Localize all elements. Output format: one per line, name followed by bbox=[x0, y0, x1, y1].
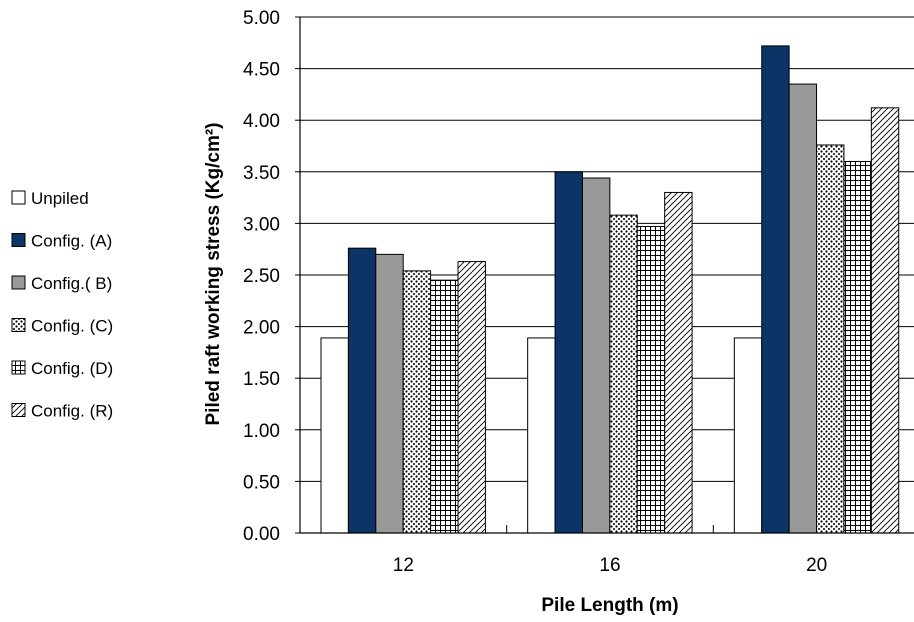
bar-config-d-16 bbox=[636, 225, 666, 534]
y-tick-label: 2.50 bbox=[243, 266, 280, 287]
y-tick-label: 3.50 bbox=[243, 163, 280, 184]
legend-swatch-config-a bbox=[11, 233, 26, 247]
legend-swatch-config-r bbox=[11, 403, 26, 417]
legend-swatch-config-d bbox=[11, 360, 26, 375]
y-tick-label: 0.00 bbox=[243, 524, 280, 545]
legend-label-unpiled: Unpiled bbox=[31, 189, 89, 208]
bar-config-r-12 bbox=[457, 261, 486, 534]
legend-label-config-d: Config. (D) bbox=[31, 359, 113, 378]
bar-unpiled-16 bbox=[527, 337, 556, 534]
bar-config-a-12 bbox=[347, 247, 377, 534]
y-tick-label: 5.00 bbox=[243, 8, 280, 29]
legend-label-config-b: Config.( B) bbox=[31, 274, 112, 293]
x-axis-title: Pile Length (m) bbox=[541, 595, 678, 616]
x-tick-label: 12 bbox=[393, 555, 414, 576]
bar-config-a-16 bbox=[554, 171, 583, 534]
x-tick-label: 16 bbox=[599, 555, 620, 576]
bar-config-a-20 bbox=[761, 45, 790, 534]
bars bbox=[320, 45, 900, 534]
y-tick-label: 2.00 bbox=[243, 318, 280, 339]
legend-swatch-config-b bbox=[11, 275, 26, 290]
bar-config-b-16 bbox=[581, 177, 611, 534]
legend-label-config-a: Config. (A) bbox=[31, 232, 112, 251]
y-tick-label: 1.50 bbox=[243, 369, 280, 390]
legend: Unpiled Config. (A) Config.( B) Config. (C)… bbox=[11, 189, 113, 421]
bar-config-d-20 bbox=[843, 160, 872, 534]
bar-unpiled-12 bbox=[320, 337, 349, 534]
y-axis-title: Piled raft working stress (Kg/cm²) bbox=[203, 122, 224, 425]
bar-config-c-20 bbox=[816, 144, 845, 534]
y-tick-label: 3.00 bbox=[243, 214, 280, 235]
bar-config-r-16 bbox=[664, 191, 693, 534]
y-tick-label: 1.00 bbox=[243, 421, 280, 442]
axes bbox=[299, 17, 914, 534]
legend-swatch-unpiled bbox=[11, 190, 26, 205]
y-tick-label: 4.50 bbox=[243, 60, 280, 81]
bar-config-b-20 bbox=[788, 83, 818, 534]
legend-label-config-c: Config. (C) bbox=[31, 317, 113, 336]
bar-config-r-20 bbox=[870, 107, 900, 534]
bar-config-c-12 bbox=[402, 270, 432, 534]
legend-swatch-config-c bbox=[11, 318, 26, 332]
bar-config-b-12 bbox=[375, 253, 404, 534]
bar-unpiled-20 bbox=[733, 337, 763, 534]
y-tick-label: 4.00 bbox=[243, 111, 280, 132]
tick-labels: 0.00 0.50 1.00 1.50 2.00 2.50 3.00 3.50 4.00 4.50… bbox=[243, 8, 827, 576]
bar-config-c-16 bbox=[609, 214, 638, 534]
x-tick-label: 20 bbox=[806, 555, 827, 576]
legend-label-config-r: Config. (R) bbox=[31, 402, 113, 421]
bar-config-d-12 bbox=[430, 279, 459, 534]
y-tick-label: 0.50 bbox=[243, 472, 280, 493]
